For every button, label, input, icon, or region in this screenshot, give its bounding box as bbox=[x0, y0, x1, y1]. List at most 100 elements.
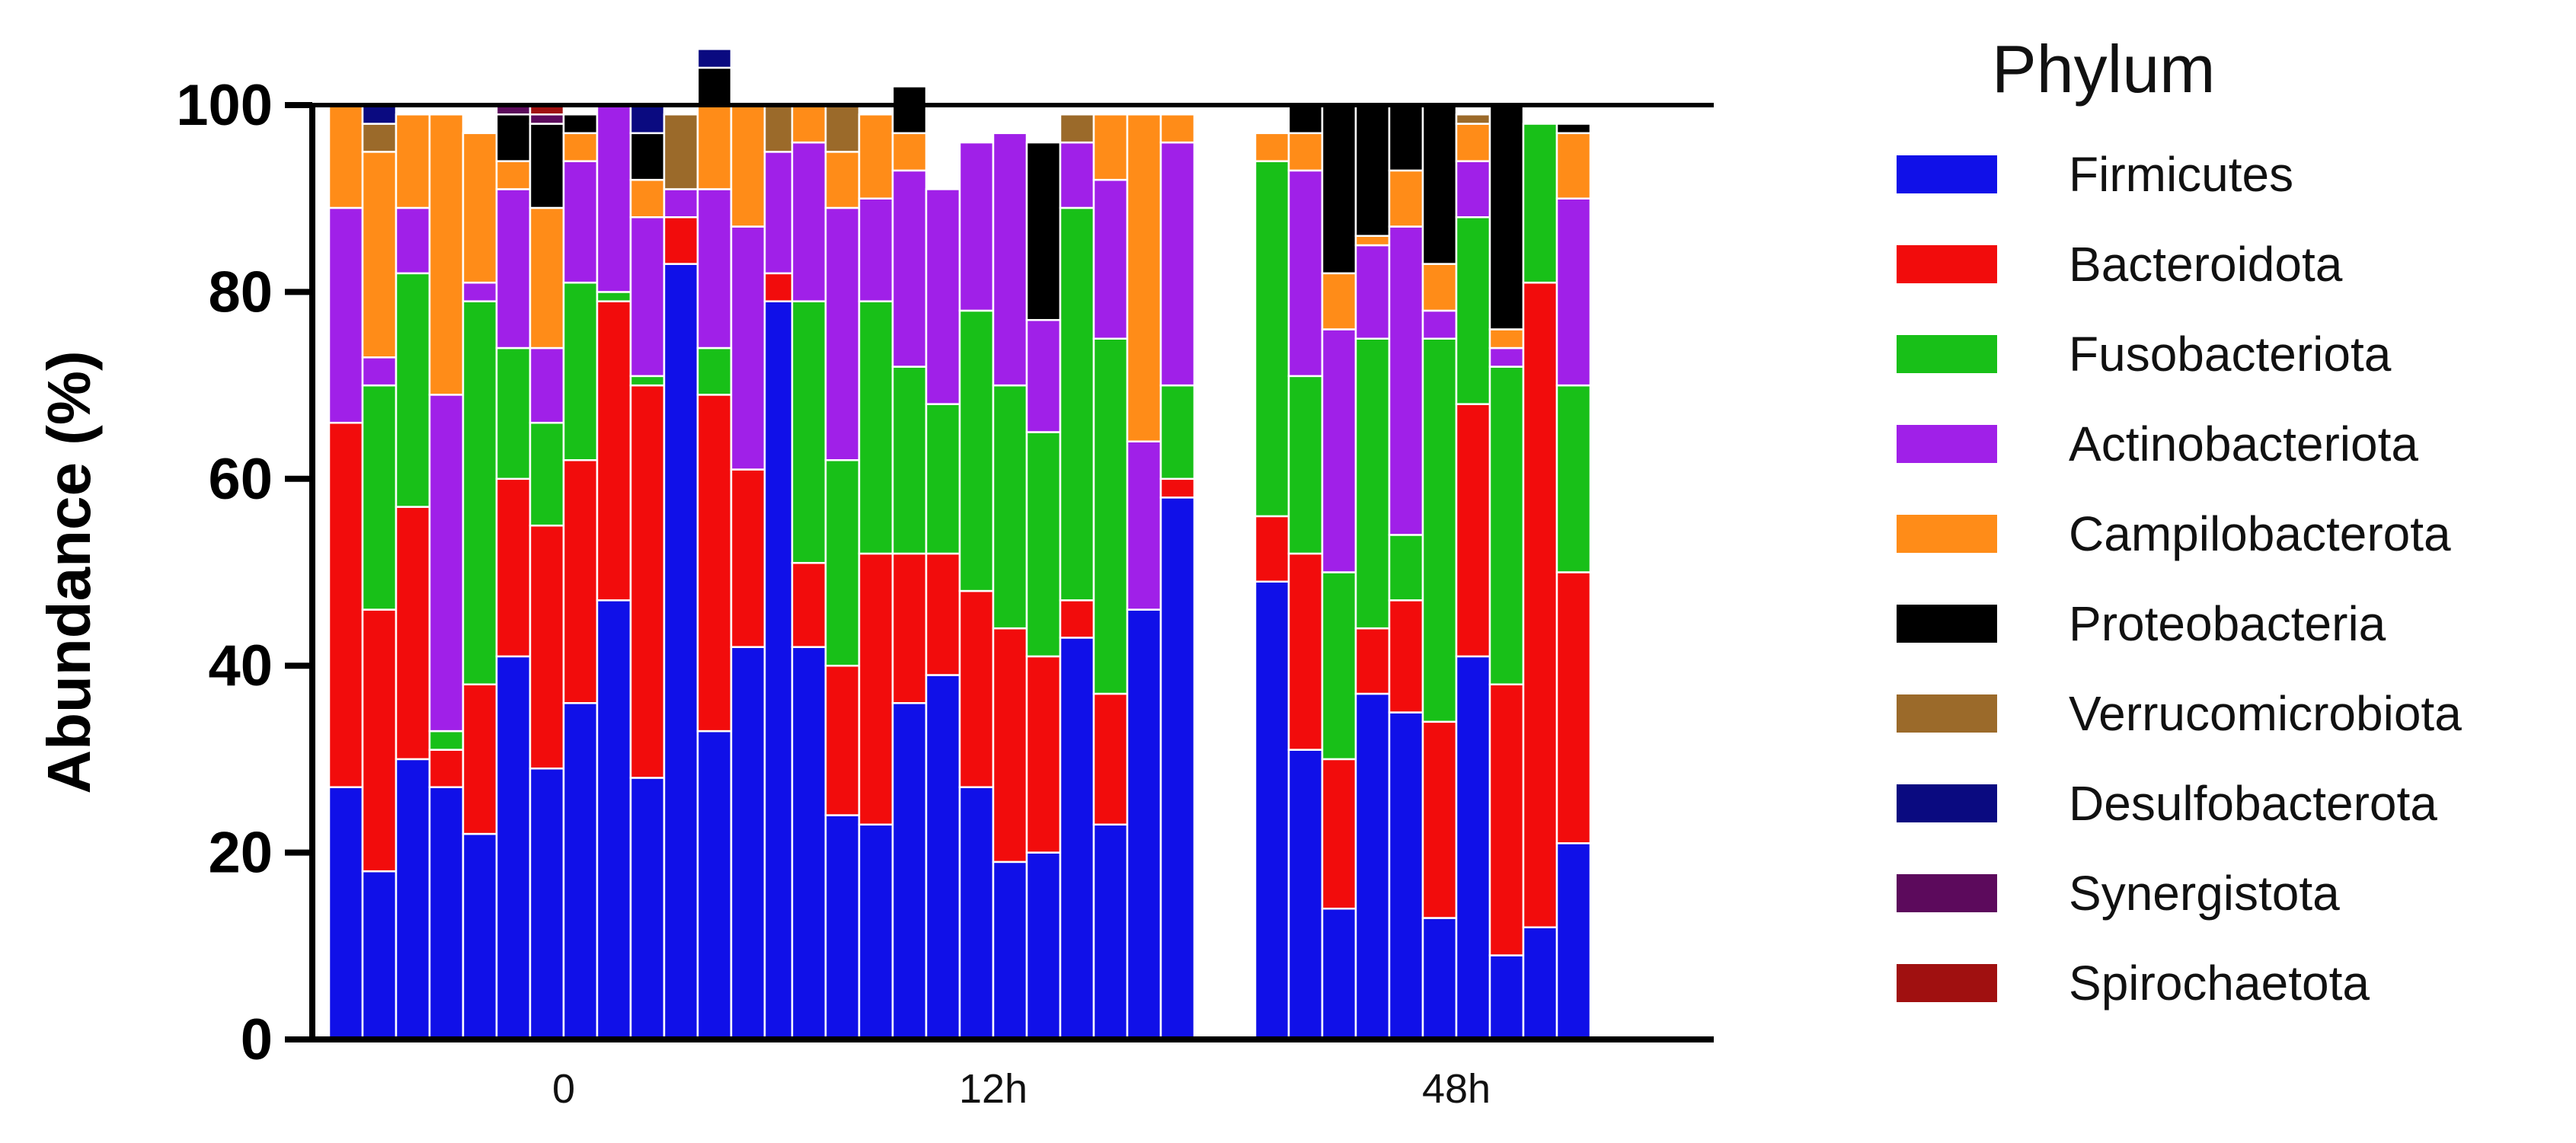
bar-segment bbox=[1254, 580, 1290, 1041]
bar-segment bbox=[1025, 655, 1062, 854]
x-tick-label: 48h bbox=[1422, 1066, 1491, 1112]
bar-segment bbox=[891, 132, 928, 172]
bar-segment bbox=[891, 85, 928, 135]
bar-segment bbox=[462, 132, 498, 284]
bar-segment bbox=[596, 291, 632, 302]
bar-segment bbox=[1421, 263, 1458, 312]
legend-item: Bacteroidota bbox=[1897, 219, 2462, 309]
bar-segment bbox=[858, 197, 894, 302]
bar-segment bbox=[1488, 954, 1525, 1041]
bar-segment bbox=[1388, 599, 1424, 714]
bar-segment bbox=[1254, 132, 1290, 162]
bar-segment bbox=[495, 655, 532, 1041]
bar-segment bbox=[1287, 132, 1324, 172]
bar-segment bbox=[629, 384, 666, 779]
bar-segment bbox=[361, 104, 398, 125]
bar-segment bbox=[1321, 758, 1357, 910]
bar-segment bbox=[1421, 917, 1458, 1041]
bar-segment bbox=[1092, 692, 1129, 826]
legend-swatch bbox=[1897, 425, 1997, 463]
bar-segment bbox=[663, 188, 699, 219]
bar-segment bbox=[1321, 104, 1357, 275]
bar-segment bbox=[992, 384, 1028, 630]
bar-segment bbox=[791, 300, 827, 564]
bar-segment bbox=[824, 814, 861, 1041]
bar-segment bbox=[562, 459, 599, 704]
bar-segment bbox=[1388, 711, 1424, 1041]
legend-title: Phylum bbox=[1992, 31, 2216, 107]
bar-segment bbox=[992, 132, 1028, 387]
bar-segment bbox=[1092, 178, 1129, 340]
y-axis-title: Abundance (%) bbox=[35, 350, 103, 793]
bar-segment bbox=[858, 823, 894, 1041]
bar-segment bbox=[891, 169, 928, 368]
bar-segment bbox=[1287, 169, 1324, 378]
bar-segment bbox=[328, 421, 364, 788]
bar-segment bbox=[1354, 337, 1391, 630]
bar-segment bbox=[1421, 337, 1458, 723]
bar-segment bbox=[361, 123, 398, 153]
bar-segment bbox=[891, 366, 928, 555]
bar-segment bbox=[1555, 384, 1592, 573]
bar-segment bbox=[1159, 384, 1196, 481]
bar-segment bbox=[1488, 366, 1525, 685]
bar-segment bbox=[428, 394, 465, 733]
bar-segment bbox=[529, 767, 565, 1041]
bar-segment bbox=[824, 151, 861, 209]
legend-label: Firmicutes bbox=[2069, 147, 2294, 202]
bar-segment bbox=[462, 300, 498, 685]
bar-segment bbox=[858, 113, 894, 200]
legend-item: Campilobacterota bbox=[1897, 489, 2462, 579]
stacked-bar-chart: 0 12h 48h 0 20 40 60 80 100 Abundance (%) bbox=[35, 48, 1714, 1112]
bar-segment bbox=[428, 730, 465, 751]
bar-segment bbox=[1059, 637, 1095, 1041]
bar-segment bbox=[395, 272, 431, 508]
bar-segment bbox=[1092, 823, 1129, 1041]
bar-segment bbox=[1455, 655, 1491, 1041]
bar-segment bbox=[1522, 281, 1558, 929]
bar-segment bbox=[891, 702, 928, 1041]
legend-label: Campilobacterota bbox=[2069, 506, 2451, 561]
bar-segment bbox=[1455, 113, 1491, 125]
bar-segment bbox=[791, 646, 827, 1041]
bar-segment bbox=[1159, 113, 1196, 144]
legend-swatch bbox=[1897, 245, 1997, 283]
y-tick-label: 40 bbox=[208, 634, 273, 698]
bar-segment bbox=[596, 300, 632, 602]
bar-segment bbox=[925, 188, 961, 405]
bar-segment bbox=[1025, 318, 1062, 433]
bar-segment bbox=[1555, 842, 1592, 1041]
bar-segment bbox=[1555, 123, 1592, 135]
legend-item: Desulfobacterota bbox=[1897, 758, 2462, 848]
bar-segment bbox=[395, 758, 431, 1041]
bar-segment bbox=[1488, 346, 1525, 368]
y-tick-label: 80 bbox=[208, 260, 273, 324]
bar-segment bbox=[791, 104, 827, 144]
bar-segment bbox=[1455, 403, 1491, 658]
bar-segment bbox=[730, 468, 766, 648]
bar-segment bbox=[1092, 337, 1129, 695]
bar-segment bbox=[1354, 235, 1391, 247]
bars-layer bbox=[328, 48, 1592, 1041]
bar-segment bbox=[629, 132, 666, 181]
bar-segment bbox=[791, 141, 827, 302]
bar-segment bbox=[1354, 244, 1391, 340]
bar-segment bbox=[958, 786, 995, 1041]
bar-segment bbox=[1254, 160, 1290, 518]
bar-segment bbox=[328, 104, 364, 209]
bar-segment bbox=[730, 225, 766, 471]
bar-segment bbox=[696, 188, 733, 350]
legend-item: Proteobacteria bbox=[1897, 579, 2462, 669]
bar-segment bbox=[1354, 692, 1391, 1041]
bar-segment bbox=[462, 683, 498, 835]
bar-segment bbox=[495, 160, 532, 190]
bar-segment bbox=[529, 123, 565, 209]
bar-segment bbox=[1455, 123, 1491, 162]
bar-segment bbox=[629, 375, 666, 387]
bar-segment bbox=[1025, 431, 1062, 658]
bar-segment bbox=[1522, 926, 1558, 1041]
bar-segment bbox=[925, 403, 961, 555]
bar-segment bbox=[992, 627, 1028, 864]
bar-segment bbox=[529, 421, 565, 527]
bar-segment bbox=[529, 113, 565, 125]
